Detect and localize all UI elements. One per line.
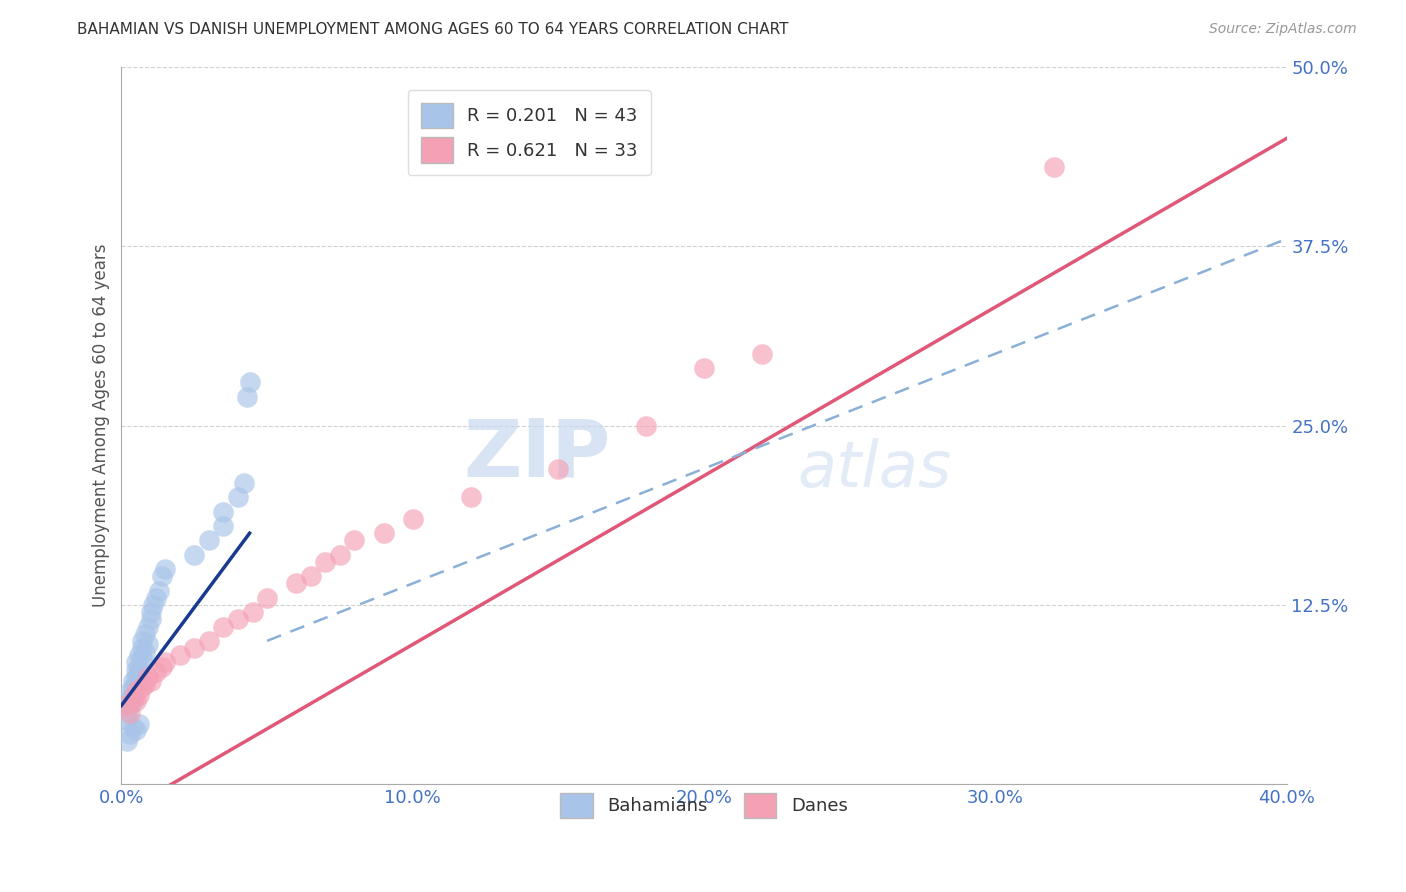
Point	[122, 689, 145, 703]
Point	[134, 677, 156, 691]
Point	[232, 475, 254, 490]
Point	[131, 680, 153, 694]
Point	[235, 390, 257, 404]
Point	[285, 576, 308, 591]
Point	[153, 656, 176, 670]
Point	[139, 612, 162, 626]
Point	[120, 684, 142, 698]
Point	[139, 605, 162, 619]
Point	[239, 376, 262, 390]
Point	[122, 720, 145, 734]
Point	[125, 663, 148, 677]
Point	[547, 461, 569, 475]
Point	[212, 519, 235, 533]
Point	[128, 659, 150, 673]
Point	[145, 665, 167, 680]
Point	[136, 637, 159, 651]
Text: BAHAMIAN VS DANISH UNEMPLOYMENT AMONG AGES 60 TO 64 YEARS CORRELATION CHART: BAHAMIAN VS DANISH UNEMPLOYMENT AMONG AG…	[77, 22, 789, 37]
Point	[122, 694, 145, 708]
Point	[139, 674, 162, 689]
Point	[125, 677, 148, 691]
Point	[329, 548, 352, 562]
Point	[299, 569, 322, 583]
Point	[125, 694, 148, 708]
Point	[343, 533, 366, 548]
Point	[120, 698, 142, 713]
Point	[212, 619, 235, 633]
Point	[122, 691, 145, 706]
Point	[117, 698, 139, 713]
Point	[226, 491, 249, 505]
Point	[198, 633, 221, 648]
Point	[136, 670, 159, 684]
Point	[693, 361, 716, 376]
Point	[128, 665, 150, 680]
Point	[125, 684, 148, 698]
Point	[131, 641, 153, 656]
Point	[117, 706, 139, 720]
Point	[122, 680, 145, 694]
Text: ZIP: ZIP	[464, 416, 610, 493]
Point	[122, 674, 145, 689]
Point	[117, 734, 139, 748]
Point	[128, 689, 150, 703]
Point	[373, 526, 395, 541]
Text: Source: ZipAtlas.com: Source: ZipAtlas.com	[1209, 22, 1357, 37]
Point	[150, 569, 173, 583]
Point	[153, 562, 176, 576]
Point	[242, 605, 264, 619]
Point	[1042, 160, 1064, 174]
Point	[460, 491, 482, 505]
Point	[145, 591, 167, 605]
Text: atlas: atlas	[797, 438, 952, 500]
Point	[142, 598, 165, 612]
Point	[125, 656, 148, 670]
Point	[634, 418, 657, 433]
Point	[125, 723, 148, 737]
Point	[120, 691, 142, 706]
Point	[120, 706, 142, 720]
Point	[134, 645, 156, 659]
Point	[131, 633, 153, 648]
Point	[314, 555, 336, 569]
Point	[120, 727, 142, 741]
Point	[150, 659, 173, 673]
Point	[226, 612, 249, 626]
Y-axis label: Unemployment Among Ages 60 to 64 years: Unemployment Among Ages 60 to 64 years	[93, 244, 110, 607]
Point	[128, 717, 150, 731]
Point	[183, 548, 205, 562]
Legend: Bahamians, Danes: Bahamians, Danes	[553, 786, 855, 826]
Point	[256, 591, 278, 605]
Point	[131, 651, 153, 665]
Point	[751, 347, 773, 361]
Point	[183, 641, 205, 656]
Point	[148, 583, 170, 598]
Point	[125, 670, 148, 684]
Point	[198, 533, 221, 548]
Point	[136, 619, 159, 633]
Point	[128, 648, 150, 663]
Point	[134, 626, 156, 640]
Point	[169, 648, 191, 663]
Point	[212, 505, 235, 519]
Point	[117, 713, 139, 727]
Point	[402, 512, 425, 526]
